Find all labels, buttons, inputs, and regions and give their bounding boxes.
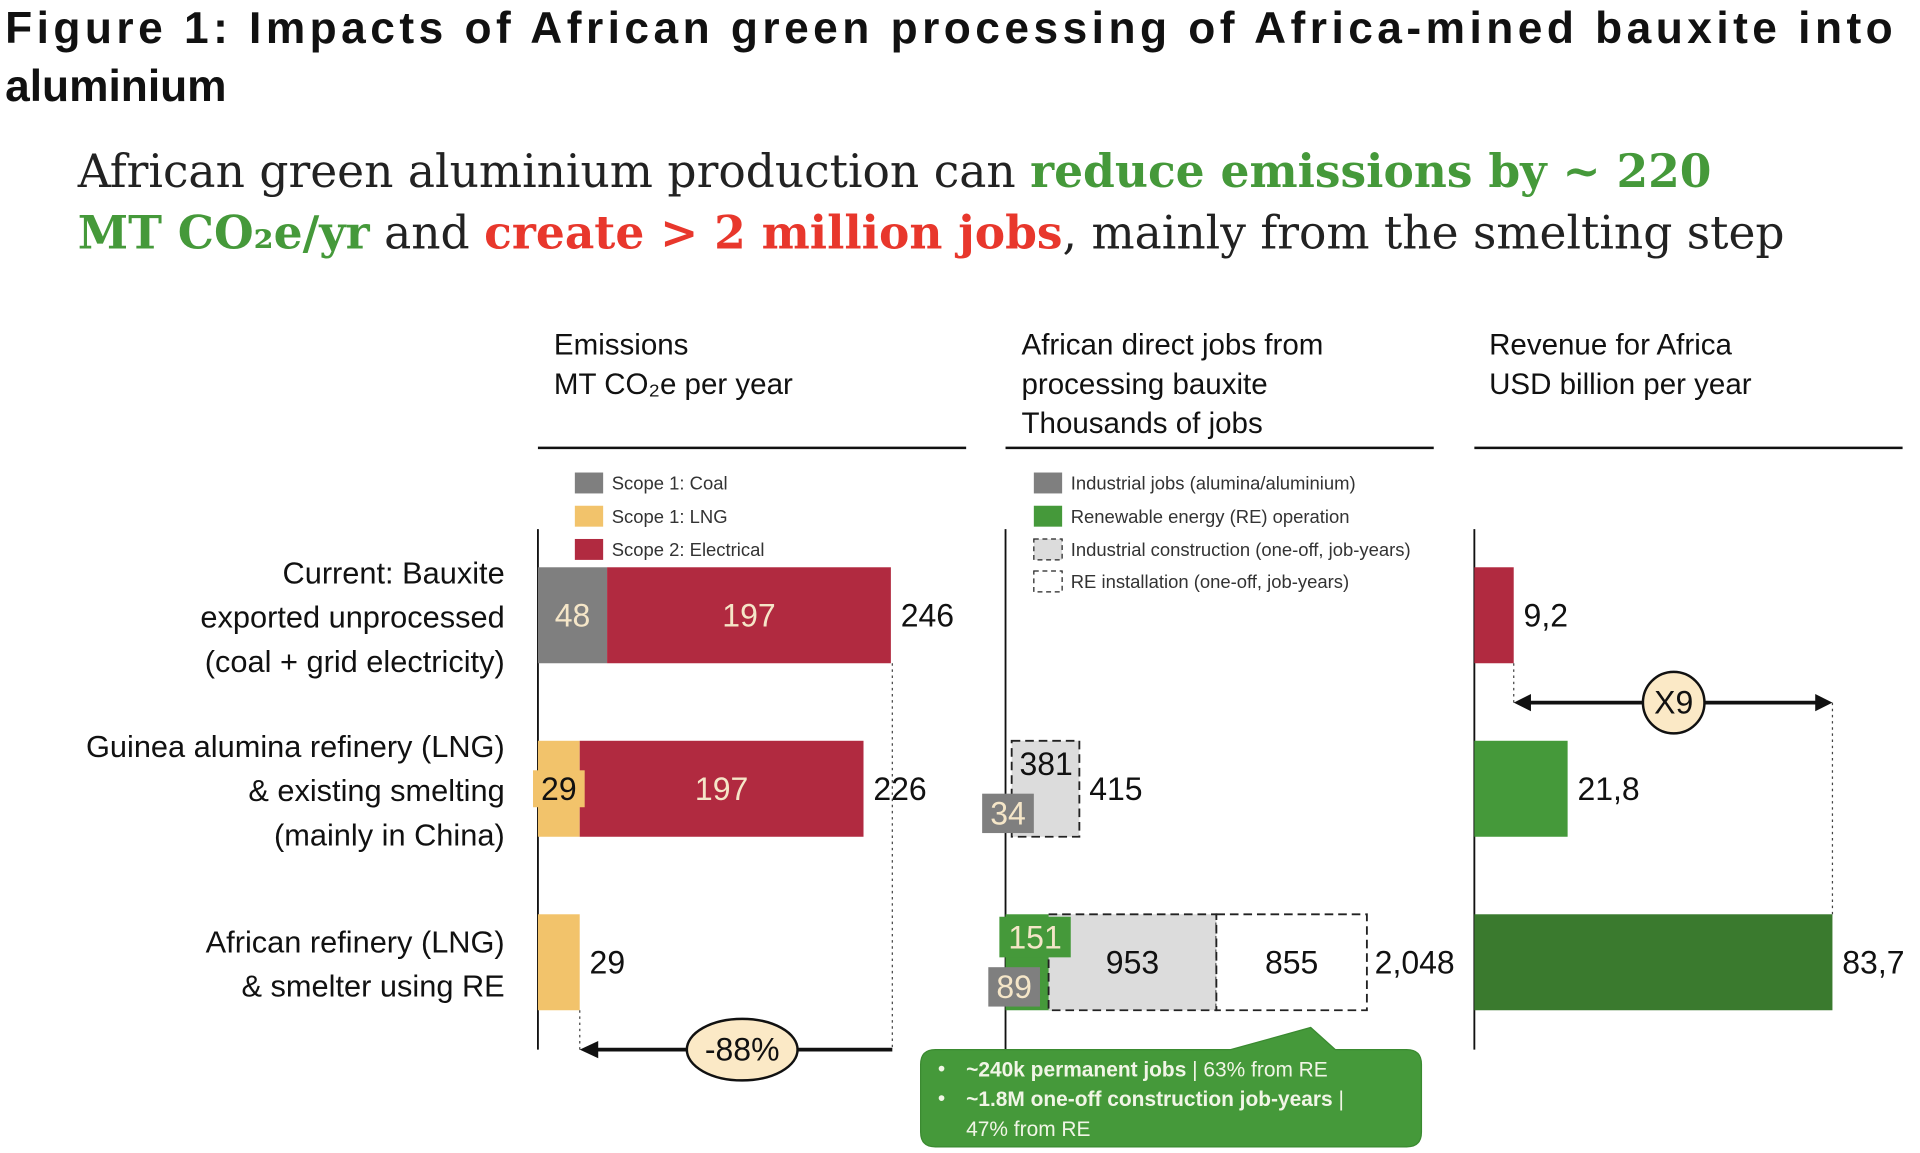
row-label-line: & smelter using RE [242, 969, 505, 1004]
subtitle-line2: MT CO₂e/yr and create > 2 million jobs, … [78, 206, 1785, 260]
jobs-bar-construction [1047, 913, 1218, 1012]
segment-label: 953 [1106, 944, 1159, 980]
emissions-bar-coal [537, 567, 608, 664]
figure-title-line1: Figure 1: Impacts of African green proce… [5, 4, 1893, 53]
segment-label: 34 [990, 795, 1026, 831]
emissions-bar-electrical [607, 567, 891, 664]
emissions-bar-lng [537, 914, 580, 1011]
segment-label: 29 [541, 771, 577, 807]
revenue-title: Revenue for Africa [1489, 328, 1732, 361]
subtitle-jobs-highlight: create > 2 million jobs [484, 206, 1062, 260]
legend-label: Scope 2: Electrical [612, 539, 765, 560]
legend-swatch-construction [1033, 538, 1063, 561]
callout-bubble [920, 1026, 1423, 1148]
callout-bold: ~240k permanent jobs [966, 1059, 1186, 1082]
lng-label-box [533, 770, 585, 808]
callout-text: | 63% from RE [1186, 1059, 1327, 1082]
emissions-unit: MT CO₂e per year [554, 368, 793, 401]
total-label: 226 [873, 771, 926, 807]
legend-label: Renewable energy (RE) operation [1071, 506, 1350, 527]
emissions-bar-electrical [579, 740, 864, 837]
legend-swatch-lng [574, 505, 604, 527]
value-label: 21,8 [1577, 771, 1639, 807]
emissions-title: Emissions [554, 328, 689, 361]
revenue-bar [1474, 914, 1833, 1011]
emissions-legend: Scope 1: Coal Scope 1: LNG Scope 2: Elec… [574, 472, 765, 560]
growth-badge-label: X9 [1654, 685, 1693, 721]
subtitle-text: African green aluminium production can [77, 145, 1030, 198]
segment-label: 855 [1265, 944, 1318, 980]
segment-label: 48 [555, 597, 591, 633]
subtitle-co2-highlight: MT CO₂e/yr [78, 206, 371, 260]
bullet-icon: • [938, 1087, 945, 1110]
reduction-badge-label: -88% [705, 1032, 780, 1068]
legend-swatch-industrial-jobs [1033, 472, 1063, 494]
industrial-jobs-label-box [988, 967, 1040, 1007]
jobs-bar-re-installation [1215, 913, 1368, 1012]
row-label-current: Current: Bauxite exported unprocessed (c… [200, 555, 504, 679]
segment-label: 197 [695, 771, 748, 807]
row-label-line: & existing smelting [248, 773, 504, 808]
segment-label: 89 [996, 969, 1032, 1005]
legend-swatch-re-operation [1033, 505, 1063, 527]
legend-label: Scope 1: Coal [612, 473, 728, 494]
growth-badge [1641, 670, 1706, 735]
row-label-line: African refinery (LNG) [206, 924, 505, 959]
arrow-head-icon [1815, 694, 1833, 712]
jobs-title-line1: African direct jobs from [1022, 328, 1324, 361]
revenue-bar [1474, 567, 1514, 664]
total-label: 246 [901, 597, 954, 633]
reduction-badge [685, 1017, 799, 1082]
row-label-line: (coal + grid electricity) [205, 644, 505, 679]
row-label-line: exported unprocessed [200, 600, 504, 635]
row-label-guinea: Guinea alumina refinery (LNG) & existing… [86, 729, 505, 853]
segment-label: 381 [1019, 746, 1072, 782]
revenue-bar [1474, 740, 1568, 837]
legend-label: Scope 1: LNG [612, 506, 728, 527]
total-label: 29 [590, 944, 626, 980]
callout-line: 47% from RE [966, 1118, 1090, 1141]
legend-swatch-coal [574, 472, 604, 494]
jobs-title-line2: processing bauxite [1022, 368, 1268, 401]
value-label: 9,2 [1524, 597, 1568, 633]
total-label: 415 [1089, 771, 1142, 807]
callout-bold: ~1.8M one-off construction job-years [966, 1088, 1333, 1111]
subtitle-line1: African green aluminium production can r… [77, 144, 1712, 198]
industrial-jobs-label-box [982, 793, 1034, 834]
legend-swatch-re-installation [1033, 570, 1063, 593]
callout-text: | [1333, 1088, 1344, 1111]
value-label: 83,7 [1842, 944, 1904, 980]
revenue-unit: USD billion per year [1489, 368, 1752, 401]
total-label: 2,048 [1375, 944, 1455, 980]
legend-swatch-electrical [574, 538, 604, 560]
bullet-icon: • [938, 1057, 945, 1080]
jobs-unit: Thousands of jobs [1022, 407, 1263, 440]
figure-title-line2: aluminium [5, 62, 226, 111]
arrow-head-icon [579, 1041, 599, 1059]
arrow-head-icon [1513, 694, 1531, 712]
subtitle-text: and [370, 207, 485, 260]
legend-label: Industrial construction (one-off, job-ye… [1071, 539, 1411, 560]
row-label-african: African refinery (LNG) & smelter using R… [206, 924, 505, 1003]
legend-label: RE installation (one-off, job-years) [1071, 571, 1349, 592]
subtitle-emissions-highlight: reduce emissions by ~ 220 [1030, 144, 1711, 198]
subtitle-text: , mainly from the smelting step [1063, 207, 1785, 260]
callout-line: ~240k permanent jobs | 63% from RE [966, 1059, 1328, 1082]
row-label-line: Guinea alumina refinery (LNG) [86, 729, 505, 764]
segment-label: 151 [1008, 920, 1061, 956]
jobs-legend: Industrial jobs (alumina/aluminium) Rene… [1033, 472, 1411, 593]
legend-label: Industrial jobs (alumina/aluminium) [1071, 473, 1356, 494]
segment-label: 197 [722, 597, 775, 633]
jobs-callout: • ~240k permanent jobs | 63% from RE • ~… [920, 1026, 1423, 1148]
re-operation-label-box [999, 916, 1071, 958]
row-label-line: (mainly in China) [274, 817, 505, 852]
row-label-line: Current: Bauxite [283, 555, 505, 590]
callout-line: ~1.8M one-off construction job-years | [966, 1088, 1344, 1111]
